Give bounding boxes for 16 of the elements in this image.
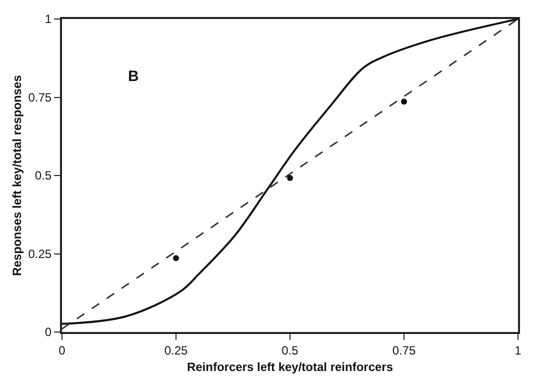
x-tick-label: 1	[514, 343, 522, 358]
x-tick-label: 0.5	[282, 343, 299, 358]
annotation: B	[128, 68, 139, 85]
y-axis-title: Responses left key/total responses	[10, 74, 24, 276]
y-tick-label: 0.75	[28, 90, 52, 104]
point	[173, 255, 179, 262]
x-tick-label: 0.25	[164, 343, 188, 358]
point	[287, 175, 293, 181]
point	[401, 98, 407, 105]
y-tick-label: 0.5	[34, 168, 52, 183]
x-tick-label: 0	[58, 343, 66, 358]
y-tick-label: 0	[44, 325, 52, 340]
y-tick-label: 1	[44, 12, 52, 26]
y-tick-label: 0.25	[28, 246, 52, 261]
x-axis-title: Reinforcers left key/total reinforcers	[186, 360, 394, 374]
x-tick-label: 0.75	[392, 343, 416, 358]
